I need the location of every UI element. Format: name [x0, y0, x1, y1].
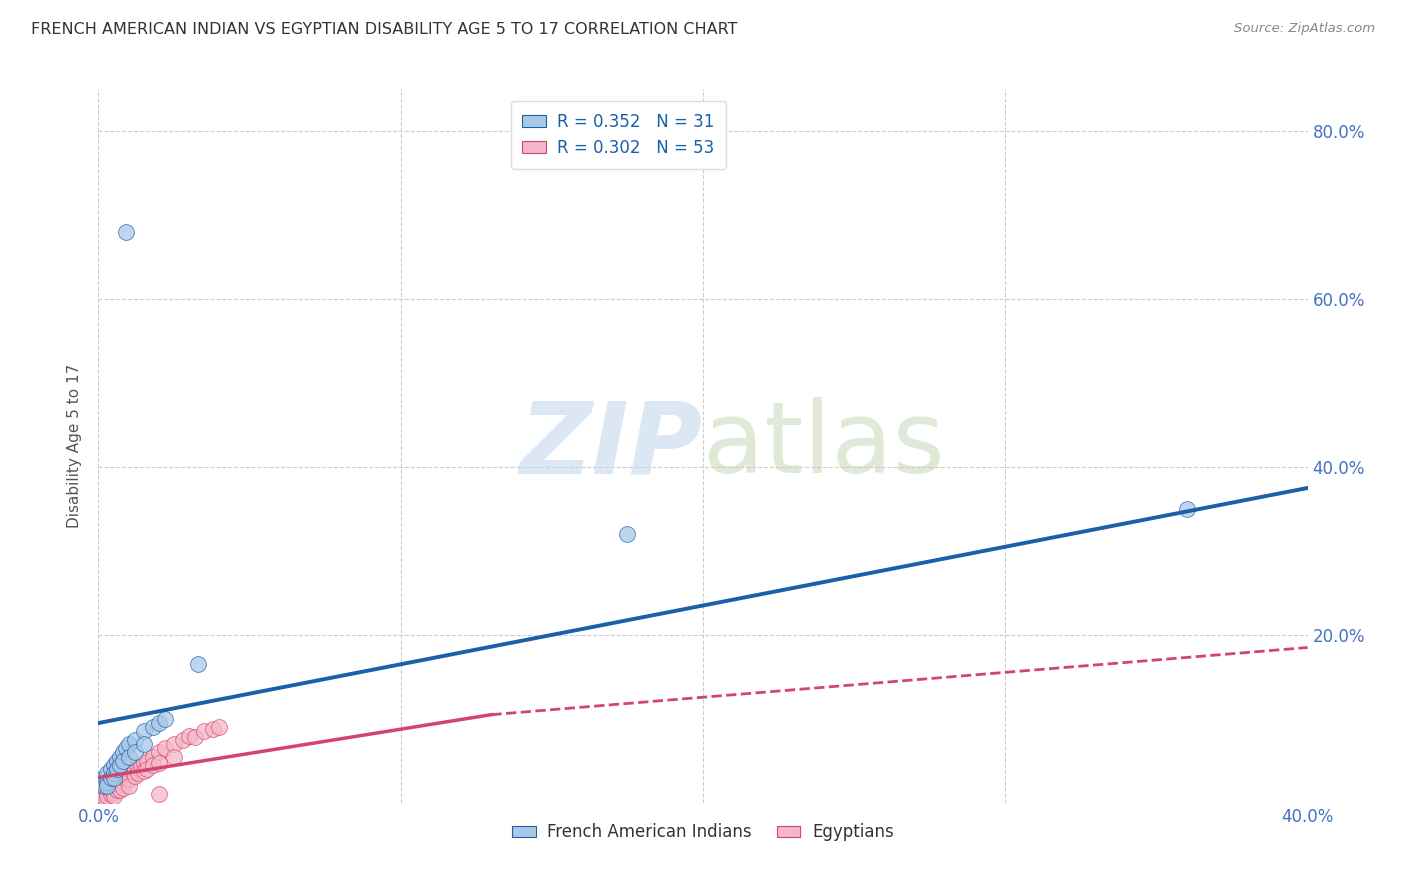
- Point: [142, 758, 165, 772]
- Point: [100, 762, 122, 776]
- Point: [103, 771, 125, 785]
- Point: [187, 657, 209, 672]
- Point: [105, 774, 128, 789]
- Point: [93, 789, 115, 804]
- Point: [100, 779, 122, 793]
- Point: [100, 771, 122, 785]
- Point: [103, 777, 125, 791]
- Legend: French American Indians, Egyptians: French American Indians, Egyptians: [506, 817, 900, 848]
- Point: [118, 772, 141, 787]
- Point: [184, 731, 207, 745]
- Point: [100, 783, 122, 797]
- Point: [108, 758, 131, 772]
- Point: [118, 749, 141, 764]
- Point: [179, 729, 201, 743]
- Point: [103, 780, 125, 795]
- Point: [202, 722, 225, 736]
- Point: [132, 737, 155, 751]
- Point: [111, 771, 134, 785]
- Point: [103, 786, 125, 800]
- Text: atlas: atlas: [703, 398, 945, 494]
- Point: [108, 783, 131, 797]
- Point: [153, 712, 176, 726]
- Point: [96, 779, 118, 793]
- Point: [142, 749, 165, 764]
- Point: [111, 774, 134, 789]
- Point: [118, 737, 141, 751]
- Point: [93, 783, 115, 797]
- Point: [148, 788, 170, 802]
- Point: [103, 789, 125, 803]
- Point: [111, 780, 134, 795]
- Text: ZIP: ZIP: [520, 398, 703, 494]
- Point: [111, 746, 134, 760]
- Point: [124, 762, 146, 776]
- Point: [93, 779, 115, 793]
- Point: [103, 758, 125, 772]
- Point: [153, 741, 176, 756]
- Point: [193, 724, 215, 739]
- Point: [172, 732, 194, 747]
- Point: [114, 772, 136, 787]
- Point: [616, 527, 638, 541]
- Point: [93, 771, 115, 785]
- Point: [129, 758, 152, 772]
- Point: [118, 779, 141, 793]
- Point: [135, 762, 157, 776]
- Point: [114, 225, 136, 239]
- Point: [163, 749, 186, 764]
- Point: [132, 724, 155, 739]
- Point: [114, 741, 136, 756]
- Text: FRENCH AMERICAN INDIAN VS EGYPTIAN DISABILITY AGE 5 TO 17 CORRELATION CHART: FRENCH AMERICAN INDIAN VS EGYPTIAN DISAB…: [31, 22, 737, 37]
- Point: [93, 788, 115, 802]
- Point: [90, 789, 112, 803]
- Point: [127, 760, 149, 774]
- Point: [124, 732, 146, 747]
- Text: Source: ZipAtlas.com: Source: ZipAtlas.com: [1234, 22, 1375, 36]
- Y-axis label: Disability Age 5 to 17: Disability Age 5 to 17: [67, 364, 83, 528]
- Point: [96, 766, 118, 780]
- Point: [148, 756, 170, 770]
- Point: [148, 746, 170, 760]
- Point: [105, 779, 128, 793]
- Point: [142, 720, 165, 734]
- Point: [127, 766, 149, 780]
- Point: [105, 783, 128, 797]
- Point: [108, 777, 131, 791]
- Point: [135, 754, 157, 768]
- Point: [105, 762, 128, 776]
- Point: [96, 786, 118, 800]
- Point: [90, 774, 112, 789]
- Point: [163, 737, 186, 751]
- Point: [208, 720, 231, 734]
- Point: [108, 772, 131, 787]
- Point: [124, 746, 146, 760]
- Point: [96, 774, 118, 789]
- Point: [124, 769, 146, 783]
- Point: [103, 766, 125, 780]
- Point: [114, 769, 136, 783]
- Point: [90, 788, 112, 802]
- Point: [111, 754, 134, 768]
- Point: [132, 764, 155, 778]
- Point: [148, 716, 170, 731]
- Point: [96, 780, 118, 795]
- Point: [121, 764, 143, 778]
- Point: [1175, 502, 1198, 516]
- Point: [108, 749, 131, 764]
- Point: [105, 754, 128, 768]
- Point: [96, 789, 118, 803]
- Point: [118, 766, 141, 780]
- Point: [132, 756, 155, 770]
- Point: [100, 788, 122, 802]
